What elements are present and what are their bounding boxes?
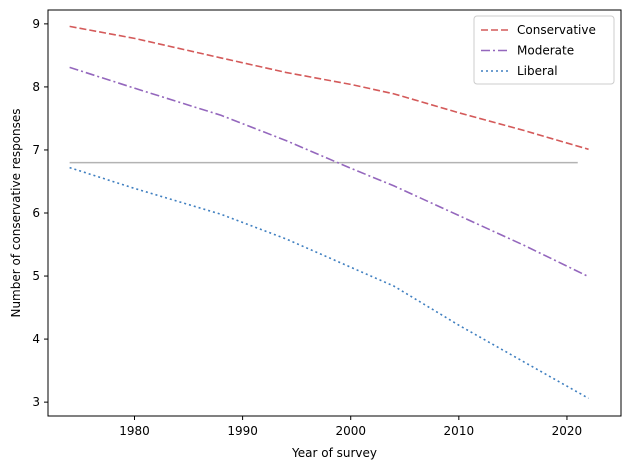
legend-label-conservative: Conservative <box>517 23 596 37</box>
y-tick-label: 4 <box>32 332 40 346</box>
y-tick-label: 5 <box>32 269 40 283</box>
x-tick-label: 2010 <box>444 424 475 438</box>
y-tick-label: 6 <box>32 206 40 220</box>
legend-box <box>473 15 615 85</box>
x-axis-label: Year of survey <box>291 446 377 460</box>
x-tick-label: 2020 <box>552 424 583 438</box>
y-tick-label: 3 <box>32 395 40 409</box>
legend: Conservative Moderate Liberal <box>473 15 615 85</box>
y-axis-label: Number of conservative responses <box>9 108 23 317</box>
x-tick-label: 1980 <box>119 424 150 438</box>
x-tick-label: 2000 <box>335 424 366 438</box>
series-line-liberal <box>69 166 589 400</box>
series-layer <box>69 25 589 400</box>
y-tick-label: 9 <box>32 17 40 31</box>
x-axis-ticks: 1980 1990 2000 2010 2020 <box>119 416 582 438</box>
y-tick-label: 8 <box>32 80 40 94</box>
legend-label-liberal: Liberal <box>517 64 558 78</box>
y-axis-ticks: 3 4 5 6 7 8 9 <box>32 17 48 409</box>
series-line-moderate <box>69 66 589 278</box>
legend-label-moderate: Moderate <box>517 44 574 58</box>
x-tick-label: 1990 <box>227 424 258 438</box>
series-line-conservative <box>69 25 589 151</box>
y-tick-label: 7 <box>32 143 40 157</box>
